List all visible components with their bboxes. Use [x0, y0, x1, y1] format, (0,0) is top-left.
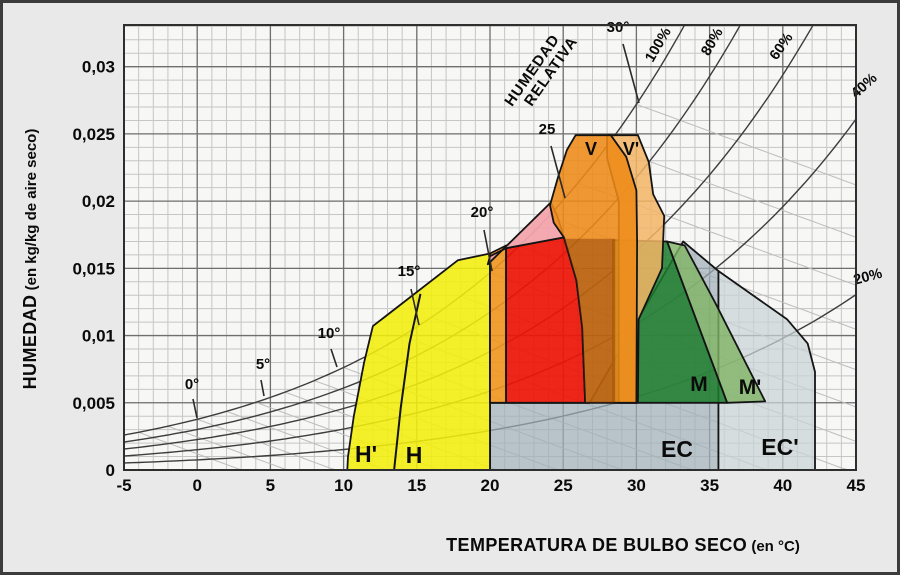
- rh-label: 20%: [852, 266, 884, 289]
- zone-label: M': [739, 376, 762, 399]
- x-axis-title: TEMPERATURA DE BULBO SECO (en °C): [343, 535, 897, 556]
- zone-label: V': [623, 139, 639, 159]
- x-tick-label: 0: [192, 476, 201, 495]
- wet-bulb-line: [167, 425, 293, 470]
- wet-bulb-leader-tick: [483, 229, 493, 272]
- wet-bulb-leader-tick: [260, 379, 265, 397]
- y-axis-title-unit: (en kg/kg de aire seco): [23, 128, 40, 295]
- wet-bulb-label: 20°: [471, 204, 494, 221]
- y-tick-label: 0,025: [72, 125, 115, 144]
- x-axis-title-main: TEMPERATURA DE BULBO SECO: [446, 535, 748, 555]
- zone-label: H': [355, 441, 377, 467]
- zone-h-divider: [393, 293, 422, 470]
- zone-label: H: [406, 442, 423, 468]
- wet-bulb-leader-tick: [410, 288, 420, 326]
- x-tick-label: 45: [847, 476, 866, 495]
- tick-labels: -5 0 5 10 15 20 25 30 35 40 4500,0050,010,0150,020…: [72, 58, 865, 495]
- wet-bulb-line: [197, 418, 337, 470]
- zone-label: EC': [761, 434, 798, 460]
- x-tick-label: 5: [266, 476, 275, 495]
- zone-vshade: [563, 238, 616, 403]
- wet-bulb-line: [138, 431, 249, 470]
- plot-border: [123, 24, 857, 471]
- y-axis-title: HUMEDAD (en kg/kg de aire seco): [20, 57, 46, 461]
- x-tick-label: -5: [116, 476, 131, 495]
- x-tick-label: 10: [334, 476, 353, 495]
- x-tick-label: 35: [700, 476, 719, 495]
- zone-label: M: [690, 373, 708, 396]
- wet-bulb-leader-tick: [192, 398, 198, 419]
- y-tick-label: 0,01: [82, 327, 115, 346]
- zone-m2: [666, 240, 767, 404]
- wet-bulb-label: 30°: [607, 19, 630, 36]
- x-tick-label: 25: [554, 476, 573, 495]
- wet-bulb-line: [636, 103, 856, 186]
- wet-bulb-label: 10°: [318, 325, 341, 342]
- wet-bulb-label: 15°: [398, 263, 421, 280]
- bioclimatic-zones: [346, 134, 816, 470]
- zone-ec2: [717, 270, 816, 470]
- x-tick-label: 40: [773, 476, 792, 495]
- x-tick-label: 30: [627, 476, 646, 495]
- y-tick-label: 0: [106, 461, 115, 480]
- zone-v: [549, 134, 638, 404]
- y-tick-label: 0,02: [82, 192, 115, 211]
- wet-bulb-label: 0°: [185, 376, 199, 393]
- x-axis-title-unit: (en °C): [747, 538, 800, 555]
- x-tick-label: 20: [481, 476, 500, 495]
- y-tick-label: 0,005: [72, 394, 115, 413]
- wet-bulb-leader-tick: [550, 145, 566, 199]
- wet-bulb-leader-tick: [622, 43, 640, 104]
- wet-bulb-label: 25: [539, 121, 556, 138]
- wet-bulb-label: 5°: [256, 356, 270, 373]
- y-axis-title-main: HUMEDAD: [20, 294, 40, 390]
- y-tick-label: 0,015: [72, 259, 115, 278]
- zone-label: V: [585, 139, 597, 159]
- zone-label: EC: [661, 436, 693, 462]
- x-tick-label: 15: [407, 476, 426, 495]
- wet-bulb-leader-tick: [330, 348, 338, 368]
- y-tick-label: 0,03: [82, 58, 115, 77]
